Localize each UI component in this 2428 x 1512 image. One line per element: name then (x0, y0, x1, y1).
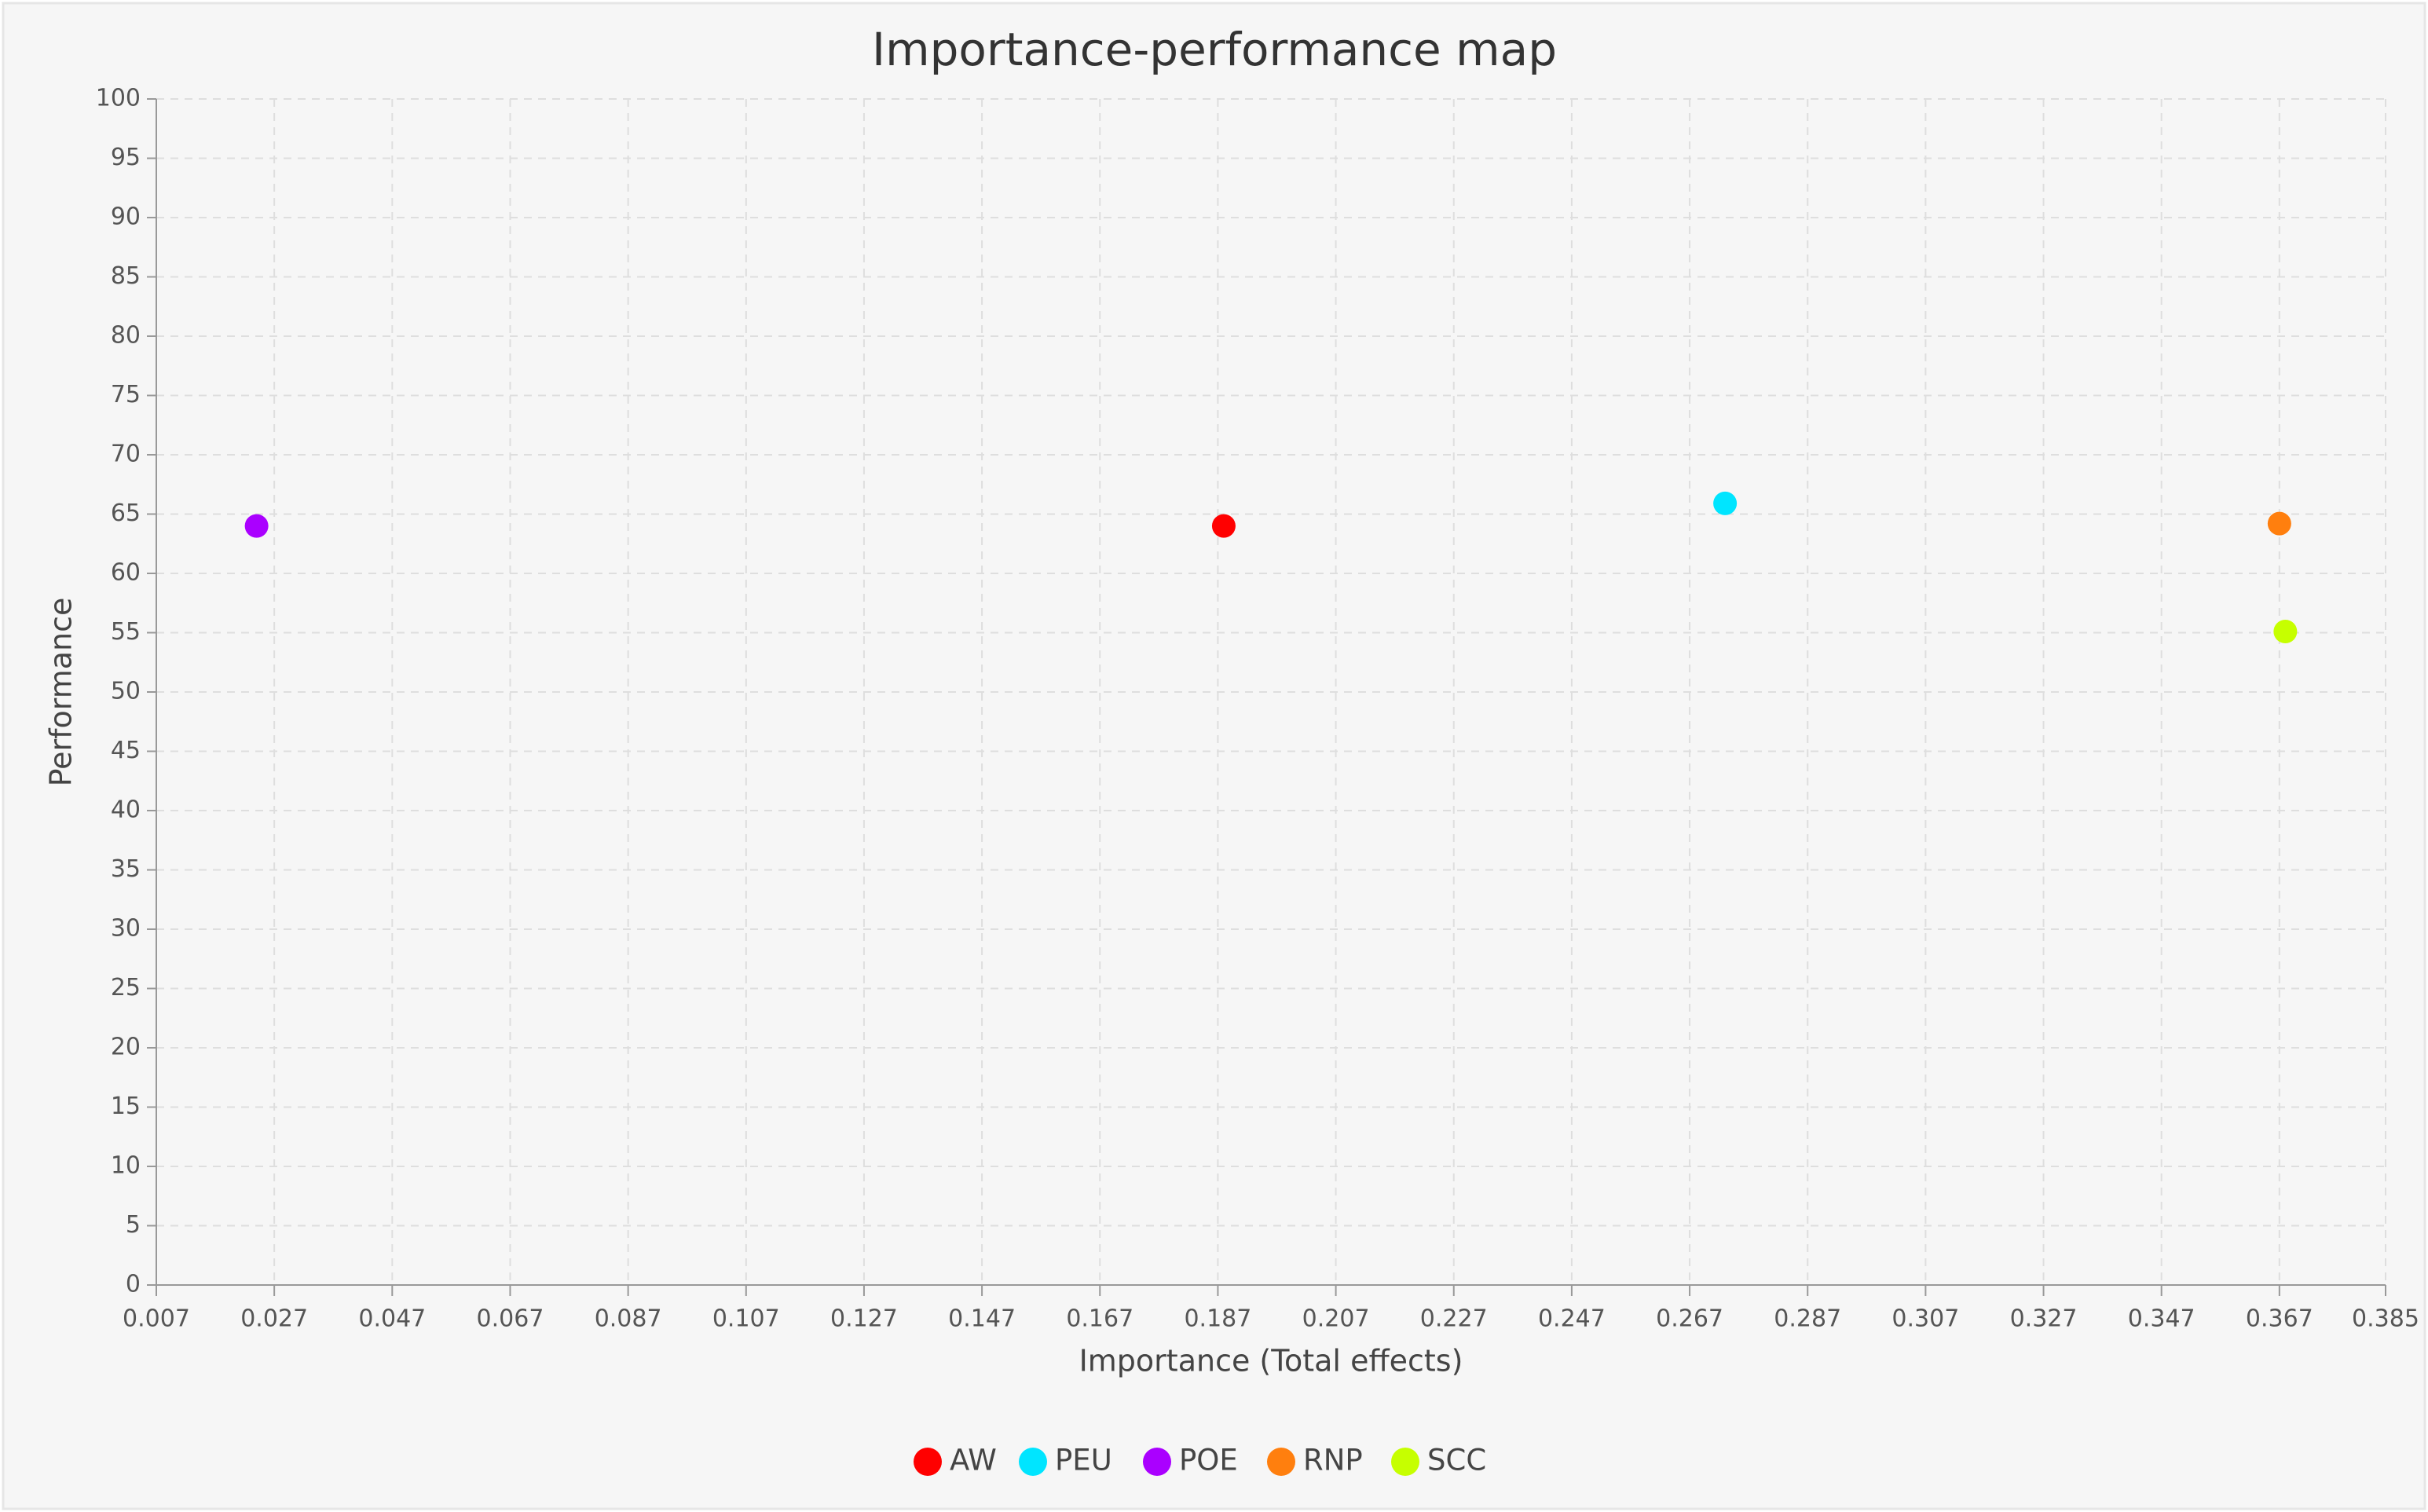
y-tick-label: 55 (111, 618, 141, 646)
x-tick-label: 0.367 (2246, 1305, 2313, 1333)
y-tick-label: 10 (111, 1152, 141, 1180)
x-tick-label: 0.147 (948, 1305, 1016, 1333)
point (1713, 491, 1738, 515)
y-tick-label: 30 (111, 915, 141, 943)
y-tick-label: 90 (111, 203, 141, 231)
y-tick-label: 35 (111, 855, 141, 883)
point (2267, 511, 2291, 536)
x-tick-label: 0.267 (1656, 1305, 1723, 1333)
y-tick-label: 80 (111, 322, 141, 350)
point (1211, 514, 1236, 538)
legend-marker (1391, 1448, 1419, 1476)
x-tick-label: 0.027 (240, 1305, 308, 1333)
x-tick-label: 0.385 (2352, 1305, 2419, 1333)
x-axis-label: Importance (Total effects) (1079, 1344, 1463, 1378)
legend-label: PEU (1055, 1444, 1112, 1477)
x-tick-label: 0.087 (595, 1305, 662, 1333)
x-tick-label: 0.007 (123, 1305, 190, 1333)
x-tick-label: 0.107 (712, 1305, 780, 1333)
y-tick-label: 45 (111, 737, 141, 764)
x-tick-label: 0.207 (1302, 1305, 1370, 1333)
legend-label: SCC (1427, 1444, 1486, 1477)
y-tick-label: 20 (111, 1034, 141, 1061)
legend-marker (914, 1448, 942, 1476)
y-tick-label: 25 (111, 974, 141, 1001)
x-tick-label: 0.127 (830, 1305, 898, 1333)
chart-title: Importance-performance map (872, 23, 1557, 76)
x-tick-label: 0.287 (1774, 1305, 1841, 1333)
y-tick-label: 60 (111, 559, 141, 587)
y-tick-label: 85 (111, 262, 141, 290)
y-axis-label: Performance (44, 598, 79, 787)
x-tick-label: 0.167 (1066, 1305, 1133, 1333)
legend-label: AW (950, 1444, 997, 1477)
point (2273, 619, 2298, 643)
x-tick-label: 0.187 (1184, 1305, 1251, 1333)
legend-marker (1019, 1448, 1047, 1476)
y-tick-label: 95 (111, 144, 141, 171)
y-tick-label: 0 (126, 1271, 141, 1298)
y-tick-label: 70 (111, 441, 141, 468)
x-tick-label: 0.247 (1538, 1305, 1606, 1333)
x-tick-label: 0.047 (358, 1305, 426, 1333)
legend-label: POE (1179, 1444, 1238, 1477)
legend-label: RNP (1303, 1444, 1363, 1477)
x-tick-label: 0.327 (2010, 1305, 2078, 1333)
legend-marker (1143, 1448, 1171, 1476)
y-tick-label: 65 (111, 500, 141, 527)
y-tick-label: 40 (111, 796, 141, 824)
y-tick-label: 50 (111, 678, 141, 705)
y-tick-label: 75 (111, 381, 141, 408)
x-tick-label: 0.227 (1420, 1305, 1488, 1333)
x-tick-label: 0.347 (2128, 1305, 2195, 1333)
x-tick-label: 0.307 (1891, 1305, 1959, 1333)
y-tick-label: 100 (96, 85, 141, 112)
point (244, 514, 269, 538)
y-tick-label: 15 (111, 1093, 141, 1120)
y-tick-label: 5 (126, 1211, 141, 1239)
x-tick-label: 0.067 (477, 1305, 544, 1333)
legend-marker (1267, 1448, 1295, 1476)
